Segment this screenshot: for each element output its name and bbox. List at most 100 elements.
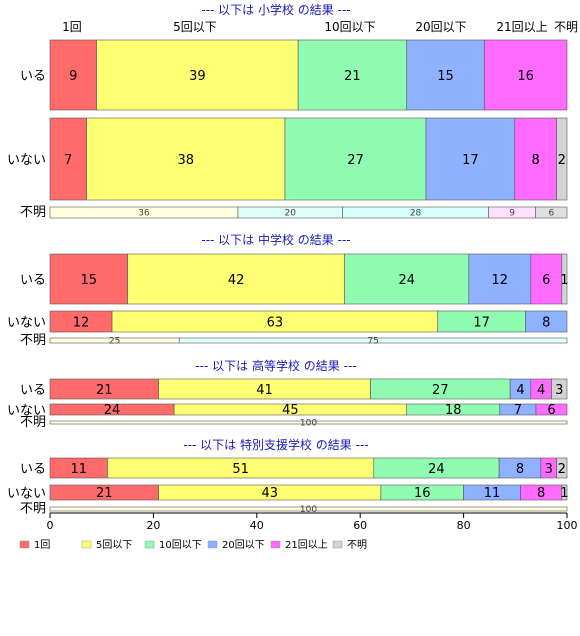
data-label: 39: [189, 69, 206, 84]
legend-label: 10回以下: [159, 539, 202, 551]
data-label: 7: [514, 403, 522, 418]
legend-swatch: [81, 540, 92, 549]
data-label: 27: [347, 153, 364, 168]
data-label: 15: [437, 69, 454, 84]
data-label: 4: [516, 383, 524, 398]
data-label: 15: [81, 273, 98, 288]
data-label: 41: [256, 383, 273, 398]
top-category-label: 5回以下: [173, 20, 217, 34]
data-label: 9: [509, 209, 515, 219]
data-label: 28: [410, 209, 422, 219]
x-tick-label: 40: [250, 519, 264, 532]
data-label: 11: [484, 486, 501, 501]
row-label: いない: [7, 315, 46, 330]
row-label: 不明: [20, 501, 46, 516]
legend-swatch: [332, 540, 343, 549]
top-category-label: 21回以上: [496, 20, 547, 34]
legend-swatch: [19, 540, 30, 549]
legend-swatch: [207, 540, 218, 549]
data-label: 16: [414, 486, 431, 501]
bar-segment: [49, 39, 97, 111]
legend-swatch: [144, 540, 155, 549]
row-label: いない: [7, 486, 46, 501]
bar-segment: [284, 117, 427, 201]
data-label: 4: [537, 383, 545, 398]
bar-segment: [556, 117, 568, 201]
data-label: 100: [300, 419, 317, 429]
data-label: 36: [138, 209, 150, 219]
data-label: 25: [109, 337, 120, 347]
data-label: 9: [69, 69, 77, 84]
legend-label: 21回以上: [285, 539, 328, 551]
bar-segment: [406, 39, 485, 111]
data-label: 45: [282, 403, 299, 418]
bar-segment: [514, 117, 557, 201]
bar-segment: [49, 420, 568, 425]
legend-label: 1回: [34, 539, 50, 551]
bar-segment: [561, 484, 568, 501]
bar-segment: [530, 253, 563, 305]
data-label: 6: [542, 273, 550, 288]
bar-segment: [483, 39, 568, 111]
bar-segment: [49, 506, 568, 512]
row-label: いる: [20, 462, 46, 477]
bar-segment: [468, 253, 532, 305]
bar-segment: [535, 403, 568, 416]
data-label: 51: [232, 462, 249, 477]
top-category-label: 20回以下: [415, 20, 466, 34]
data-label: 16: [517, 69, 534, 84]
bar-segment: [561, 253, 568, 305]
bar-segment: [425, 117, 516, 201]
x-tick-label: 60: [353, 519, 367, 532]
data-label: 17: [462, 153, 479, 168]
data-label: 21: [96, 486, 113, 501]
data-label: 38: [178, 153, 195, 168]
data-label: 100: [300, 505, 317, 515]
data-label: 2: [558, 462, 566, 477]
data-label: 2: [558, 153, 566, 168]
data-label: 12: [73, 315, 90, 330]
bar-segment: [551, 378, 568, 400]
data-label: 8: [537, 486, 545, 501]
legend-swatch: [270, 540, 281, 549]
data-label: 21: [344, 69, 361, 84]
top-category-label: 10回以下: [324, 20, 375, 34]
section-title: --- 以下は 中学校 の結果 ---: [201, 232, 350, 247]
data-label: 63: [267, 315, 284, 330]
data-label: 42: [228, 273, 245, 288]
section-title: --- 以下は 高等学校 の結果 ---: [195, 358, 356, 373]
x-tick-label: 80: [457, 519, 471, 532]
bar-segment: [86, 117, 286, 201]
bar-segment: [178, 337, 568, 344]
bar-segment: [49, 253, 128, 305]
bar-segment: [127, 253, 345, 305]
bar-segment: [525, 310, 568, 333]
data-label: 24: [104, 403, 121, 418]
data-label: 75: [367, 337, 378, 347]
bar-segment: [535, 206, 568, 219]
data-label: 24: [428, 462, 445, 477]
data-label: 43: [261, 486, 278, 501]
legend-label: 20回以下: [222, 539, 265, 551]
row-label: 不明: [20, 415, 46, 430]
data-label: 20: [284, 209, 296, 219]
data-label: 27: [432, 383, 449, 398]
data-label: 18: [445, 403, 462, 418]
bar-segment: [96, 39, 299, 111]
row-label: 不明: [20, 333, 46, 348]
section-title: --- 以下は 小学校 の結果 ---: [201, 2, 350, 17]
data-label: 12: [492, 273, 509, 288]
row-label: いる: [20, 69, 46, 84]
data-label: 21: [96, 383, 113, 398]
data-label: 17: [473, 315, 490, 330]
data-label: 8: [532, 153, 540, 168]
data-label: 8: [516, 462, 524, 477]
bar-segment: [344, 253, 470, 305]
top-category-label: 不明: [554, 20, 578, 34]
data-label: 3: [555, 383, 563, 398]
data-label: 24: [398, 273, 415, 288]
legend-label: 5回以下: [96, 539, 132, 551]
data-label: 7: [64, 153, 72, 168]
top-category-label: 1回: [62, 20, 82, 34]
